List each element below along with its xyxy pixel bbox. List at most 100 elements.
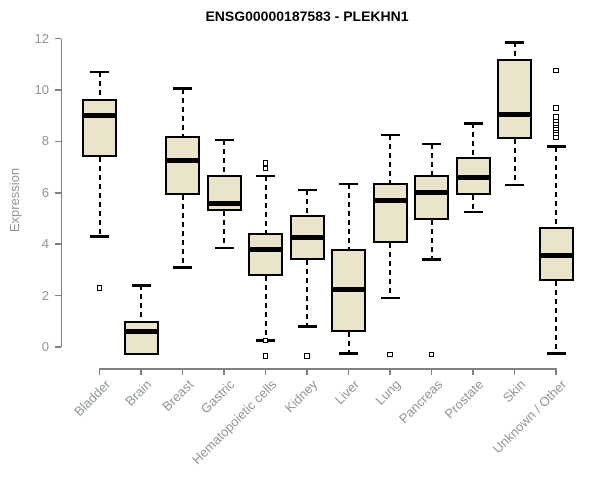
whisker-lower-lung [389,242,391,299]
box-brain [123,321,159,355]
x-tick [513,369,516,375]
whisker-lower-skin [513,138,516,186]
whisker-upper-liver [347,183,350,250]
whisker-lower-liver [347,331,350,354]
whisker-cap-lower-kidney [297,325,317,328]
whisker-upper-pancreas [430,143,433,175]
outlier-hematopoietic-cells [262,337,269,344]
box-breast [165,136,200,196]
whisker-cap-upper-lung [380,133,400,137]
whisker-upper-kidney [306,190,308,215]
outlier-unknown-other [553,114,559,120]
whisker-cap-lower-lung [380,296,400,300]
whisker-cap-lower-skin [505,183,524,187]
whisker-upper-brain [140,285,142,322]
y-tick [54,192,61,194]
median-pancreas [414,190,449,196]
whisker-cap-upper-kidney [297,188,317,192]
outlier-unknown-other [553,67,559,74]
x-tick [555,369,557,375]
median-lung [372,198,408,203]
whisker-cap-upper-liver [339,182,358,186]
x-tick [98,369,101,375]
y-tick-label: 10 [34,82,49,97]
whisker-cap-upper-breast [173,87,192,90]
whisker-cap-lower-prostate [463,210,483,214]
box-pancreas [414,174,449,220]
x-tick [223,369,225,375]
outlier-hematopoietic-cells [262,353,269,359]
whisker-upper-bladder [98,72,101,99]
whisker-lower-pancreas [430,219,433,260]
x-tick [140,369,142,375]
y-tick [54,140,61,143]
median-breast [165,158,200,164]
median-prostate [455,174,491,180]
x-tick [430,369,433,375]
y-tick-label: 0 [41,339,49,354]
box-hematopoietic-cells [248,232,283,277]
whisker-lower-kidney [306,259,308,327]
median-skin [497,111,532,117]
box-bladder [82,98,117,157]
y-tick-label: 2 [41,287,49,303]
y-tick [54,243,61,245]
whisker-upper-unknown-other [555,146,557,228]
whisker-lower-hematopoietic-cells [264,276,267,341]
outlier-unknown-other [553,105,559,111]
whisker-cap-upper-prostate [463,122,483,125]
whisker-cap-upper-unknown-other [546,145,566,148]
whisker-cap-lower-breast [173,266,192,269]
median-kidney [289,235,325,241]
y-tick [54,89,61,91]
whisker-upper-hematopoietic-cells [264,176,267,233]
median-unknown-other [538,253,574,259]
outlier-unknown-other [553,134,559,141]
whisker-cap-lower-gastric [214,246,234,250]
outlier-hematopoietic-cells [262,165,269,172]
whisker-cap-lower-pancreas [422,258,441,261]
x-tick [306,369,308,375]
box-skin [497,59,532,139]
y-tick-label: 8 [41,133,49,149]
whisker-cap-lower-unknown-other [546,352,566,355]
median-brain [123,329,159,335]
whisker-cap-upper-pancreas [422,142,441,146]
whisker-cap-upper-hematopoietic-cells [256,174,275,178]
y-tick-label: 12 [34,30,49,46]
outlier-bladder [96,285,103,291]
whisker-lower-breast [181,195,184,268]
y-tick [54,346,61,348]
whisker-cap-lower-bladder [90,235,109,238]
whisker-upper-prostate [472,123,474,157]
outlier-pancreas [428,351,435,358]
whisker-upper-lung [389,134,391,183]
x-tick [389,369,391,375]
y-tick [54,37,61,40]
whisker-upper-gastric [223,140,225,175]
x-tick [264,369,267,375]
whisker-upper-skin [513,42,516,60]
whisker-cap-upper-gastric [214,138,234,142]
whisker-lower-unknown-other [555,281,557,354]
y-axis-line [60,38,62,347]
whisker-cap-upper-brain [131,284,151,287]
whisker-lower-bladder [98,156,101,237]
median-liver [331,286,366,292]
outlier-lung [387,351,393,358]
x-tick [472,369,474,375]
x-tick [347,369,350,375]
y-tick [54,294,61,297]
outlier-kidney [304,353,310,359]
outlier-hematopoietic-cells [262,160,269,166]
median-hematopoietic-cells [248,246,283,252]
median-gastric [206,200,242,206]
whisker-cap-upper-bladder [90,70,109,74]
whisker-lower-prostate [472,195,474,213]
whisker-cap-upper-skin [505,41,524,44]
whisker-lower-gastric [223,210,225,249]
y-tick-label: 6 [41,184,49,200]
x-axis-line [98,368,557,370]
